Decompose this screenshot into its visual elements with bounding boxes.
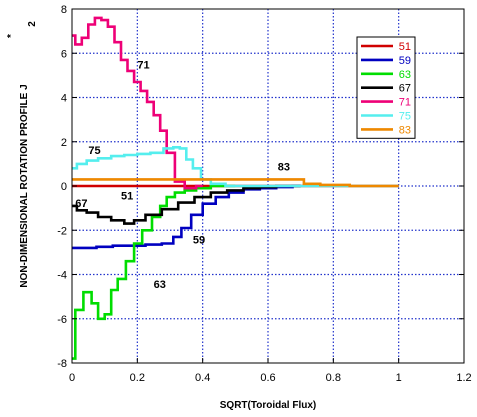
series-line-83 — [72, 178, 399, 188]
axis-ticks: 0 0.2 0.4 0.6 0.8 1 1.2 -8 -6 -4 -2 0 2 4 6 8 — [57, 4, 471, 384]
legend-label-51: 51 — [399, 41, 411, 53]
y-tick-label: -4 — [57, 270, 67, 282]
x-tick-label: 1.2 — [456, 372, 471, 384]
y-tick-label: 6 — [61, 48, 67, 60]
legend-label-59: 59 — [399, 55, 411, 67]
x-tick-label: 0.4 — [195, 372, 210, 384]
data-label-67: 67 — [75, 198, 87, 210]
legend-label-75: 75 — [399, 111, 411, 123]
data-label-75: 75 — [88, 145, 100, 157]
y-tick-label: 8 — [61, 4, 67, 16]
legend-label-63: 63 — [399, 69, 411, 81]
data-label-83: 83 — [278, 162, 290, 174]
series-line-71 — [72, 16, 203, 190]
series-line-63 — [72, 184, 236, 360]
x-tick-label: 0 — [69, 372, 75, 384]
y-tick-label: -2 — [57, 225, 67, 237]
x-axis-title: SQRT(Toroidal Flux) — [220, 400, 316, 411]
y-tick-label: -8 — [57, 358, 67, 370]
data-label-59: 59 — [193, 235, 205, 247]
data-annotations: 71 75 83 51 67 59 63 — [75, 60, 290, 291]
series-lines — [72, 16, 399, 360]
data-label-51: 51 — [121, 190, 133, 202]
y-tick-label: 2 — [61, 137, 67, 149]
series-line-67 — [72, 184, 301, 225]
series-line-75 — [72, 146, 399, 188]
y-tick-label: -6 — [57, 314, 67, 326]
legend-label-67: 67 — [399, 83, 411, 95]
legend-label-83: 83 — [399, 124, 411, 136]
data-label-63: 63 — [154, 279, 166, 291]
y-tick-label: 4 — [61, 93, 67, 105]
y-axis-title-group: NON-DIMENSIONAL ROTATION PROFILE J — [19, 84, 30, 287]
y-axis-title-subscript: 2 — [27, 21, 38, 27]
legend-label-71: 71 — [399, 97, 411, 109]
x-tick-label: 0.2 — [130, 372, 145, 384]
y-axis-title-superscript: * — [6, 34, 17, 38]
x-tick-label: 1 — [396, 372, 402, 384]
x-tick-label: 0.6 — [260, 372, 275, 384]
y-tick-label: 0 — [61, 181, 67, 193]
y-axis-title: NON-DIMENSIONAL ROTATION PROFILE J — [19, 84, 30, 287]
x-tick-label: 0.8 — [326, 372, 341, 384]
data-label-71: 71 — [137, 60, 149, 72]
